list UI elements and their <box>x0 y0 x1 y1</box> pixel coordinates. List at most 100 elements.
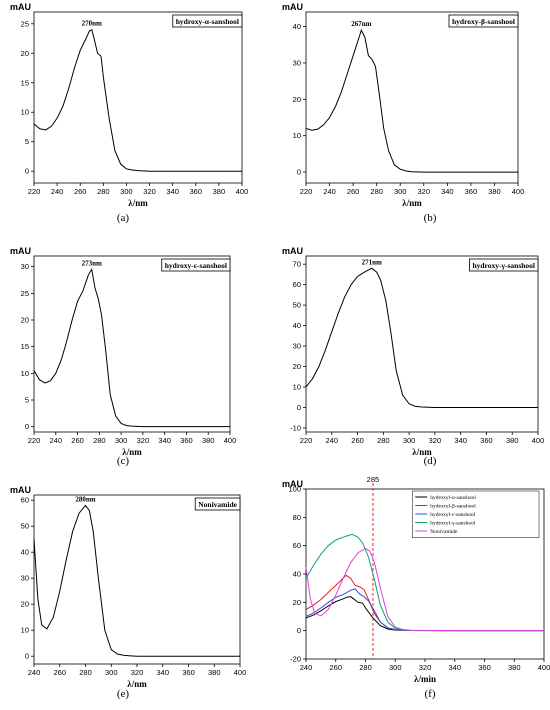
x-tick-label: 260 <box>53 668 66 677</box>
plot-frame <box>33 255 231 433</box>
series-line-2 <box>305 574 544 632</box>
x-tick-label: 280 <box>359 663 372 672</box>
x-tick-label: 380 <box>508 663 521 672</box>
y-tick-label: 10 <box>293 382 301 391</box>
x-tick-label: 400 <box>532 436 545 445</box>
series-line-1 <box>33 267 230 428</box>
x-tick-label: 360 <box>478 663 491 672</box>
series-line-1 <box>33 504 240 657</box>
y-axis-label: mAU <box>10 2 31 12</box>
x-tick-label: 340 <box>448 663 461 672</box>
y-axis-label: mAU <box>10 246 31 256</box>
legend-box: hydroxy-ε-sanshool <box>161 258 231 272</box>
caption-d: (d) <box>423 455 437 467</box>
caption-f: (f) <box>424 688 436 700</box>
y-tick-label: 40 <box>293 22 301 31</box>
legend-label: hydroxy-α-sanshool <box>176 17 239 26</box>
legend-frame <box>161 258 231 272</box>
legend-frame <box>448 14 519 28</box>
legend-frame <box>194 497 241 511</box>
y-tick-label: 5 <box>25 396 29 405</box>
x-tick-label: 280 <box>93 436 106 445</box>
legend-entry-1: hydroxyl-α-sanshool <box>430 495 476 501</box>
x-tick-label: 400 <box>234 668 247 677</box>
series-line-1 <box>305 28 518 173</box>
legend-box <box>412 490 540 538</box>
y-tick-label: 10 <box>21 369 29 378</box>
x-tick-label: 320 <box>137 436 150 445</box>
x-tick-label: 340 <box>156 668 169 677</box>
y-tick-label: -10 <box>290 423 301 432</box>
x-tick-label: 300 <box>105 668 118 677</box>
y-tick-label: 0 <box>297 626 301 635</box>
x-tick-label: 400 <box>512 187 525 196</box>
chart-svg-c: 220 240 260 280 300 320 340 360 380 400 0 5 10 15 20 25… <box>10 246 237 457</box>
y-tick-label: 15 <box>21 78 29 87</box>
chart-svg-f: 240 260 280 300 320 340 360 380 400 -20 0 20 40 60 80 1… <box>282 475 550 684</box>
y-tick-label: 40 <box>293 321 301 330</box>
y-tick-label: 25 <box>21 289 29 298</box>
chart-svg-e: 240 260 280 300 320 340 360 380 400 0 10 20 30 40 50 60… <box>10 485 247 689</box>
plot-frame <box>33 11 243 184</box>
legend-box: hydroxy-β-sanshool <box>448 14 519 28</box>
y-tick-label: 70 <box>293 260 301 269</box>
y-tick-label: 20 <box>293 598 301 607</box>
x-tick-label: 380 <box>202 436 215 445</box>
x-tick-label: 400 <box>224 436 237 445</box>
x-tick-label: 260 <box>71 436 84 445</box>
y-tick-label: 30 <box>293 58 301 67</box>
chart-svg-b: 220 240 260 280 300 320 340 360 380 400 0 10 20 30 40 m… <box>282 2 525 208</box>
y-tick-label: 100 <box>288 485 301 494</box>
x-tick-label: 240 <box>300 663 313 672</box>
y-tick-label: 80 <box>293 513 301 522</box>
chart-svg-d: 220 240 260 280 300 320 340 360 380 400 -10 0 10 20 30… <box>282 246 545 457</box>
legend-label: hydroxy-γ-sanshool <box>472 261 535 270</box>
caption-c: (c) <box>116 455 130 467</box>
plot-frame <box>33 494 241 665</box>
y-tick-label: 10 <box>21 108 29 117</box>
y-tick-label: 50 <box>293 301 301 310</box>
chart-panel-e: 240 260 280 300 320 340 360 380 400 0 10 20 30 40 50 60… <box>8 483 280 698</box>
x-axis-label: λ/nm <box>402 198 422 208</box>
x-tick-label: 320 <box>418 187 431 196</box>
y-tick-label: 0 <box>297 403 301 412</box>
y-tick-label: 5 <box>25 137 29 146</box>
legend-frame <box>172 14 243 28</box>
legend-label: Nonivamide <box>198 500 237 509</box>
legend-label: hydroxy-ε-sanshool <box>165 261 227 270</box>
x-tick-label: 340 <box>158 436 171 445</box>
x-tick-label: 240 <box>50 436 63 445</box>
caption-e: (e) <box>116 688 130 700</box>
x-tick-label: 240 <box>323 187 336 196</box>
chart-svg-a: 220 240 260 280 300 320 340 360 380 400 0 5 10 15 20 25… <box>10 2 249 208</box>
x-tick-label: 400 <box>236 187 249 196</box>
x-axis-label: λ/nm <box>122 447 142 457</box>
y-tick-label: 30 <box>21 262 29 271</box>
x-tick-label: 360 <box>480 436 493 445</box>
x-tick-label: 220 <box>28 187 41 196</box>
x-tick-label: 260 <box>329 663 342 672</box>
y-axis-label: mAU <box>10 485 31 495</box>
x-axis-label: λ/min <box>414 674 436 684</box>
y-tick-label: 30 <box>293 342 301 351</box>
y-tick-label: 20 <box>21 49 29 58</box>
x-tick-label: 380 <box>488 187 501 196</box>
x-tick-label: 300 <box>115 436 128 445</box>
y-tick-label: 50 <box>21 522 29 531</box>
y-tick-label: 10 <box>21 626 29 635</box>
y-tick-label: 0 <box>25 422 29 431</box>
caption-b: (b) <box>423 212 437 224</box>
chart-panel-f: 240 260 280 300 320 340 360 380 400 -20 0 20 40 60 80 1… <box>280 475 550 699</box>
series-line-1 <box>33 28 242 172</box>
x-tick-label: 260 <box>347 187 360 196</box>
chart-panel-c: 220 240 260 280 300 320 340 360 380 400 0 5 10 15 20 25… <box>8 244 280 462</box>
x-tick-label: 360 <box>465 187 478 196</box>
x-tick-label: 320 <box>429 436 442 445</box>
y-tick-label: 30 <box>21 574 29 583</box>
x-tick-label: 380 <box>506 436 519 445</box>
x-tick-label: 280 <box>97 187 110 196</box>
series-line-5 <box>305 547 544 632</box>
x-tick-label: 340 <box>441 187 454 196</box>
y-tick-label: 20 <box>21 316 29 325</box>
x-axis-label: λ/nm <box>412 447 432 457</box>
